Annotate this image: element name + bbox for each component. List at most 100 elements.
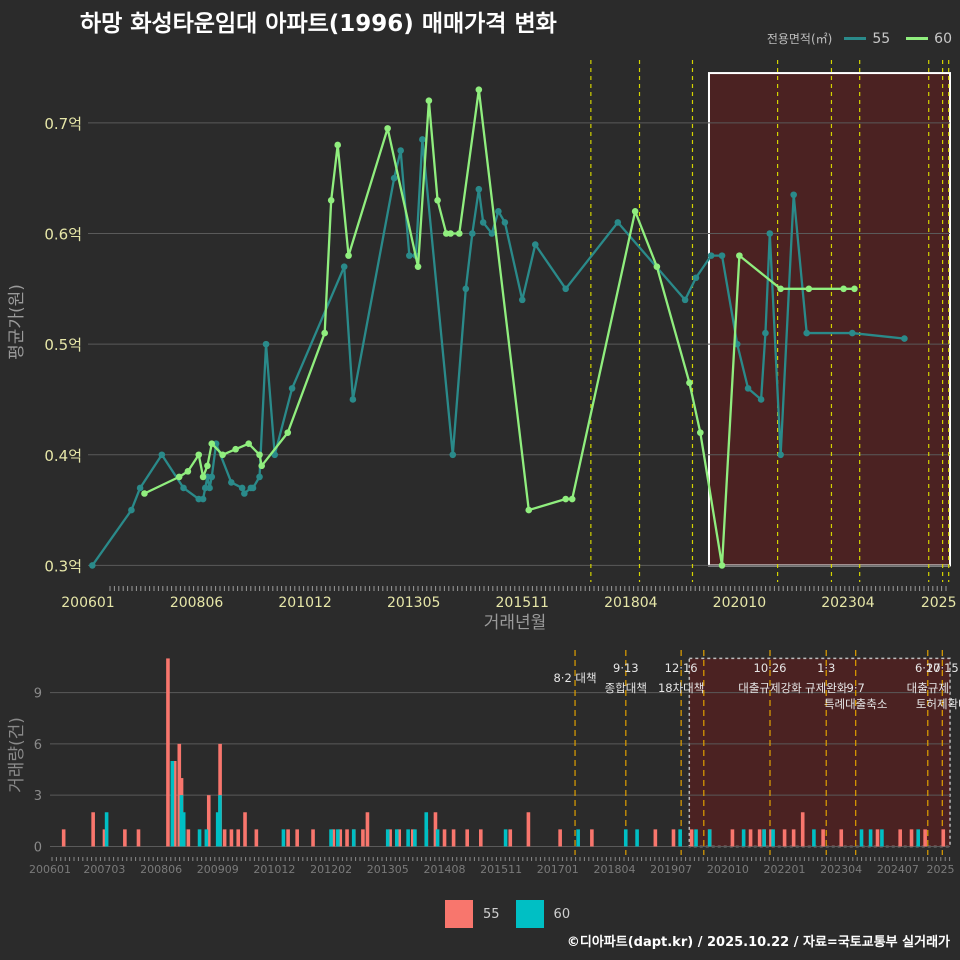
bar-xtick-label: 2025 [927, 863, 955, 876]
bar-55 [653, 829, 658, 847]
line-point-55 [692, 274, 700, 282]
line-xtick-label: 2025 [921, 595, 957, 611]
bar-60 [812, 829, 816, 847]
bar-55 [397, 829, 401, 847]
legend-label-55: 55 [872, 30, 891, 47]
bar-60 [179, 795, 184, 847]
chart-title: 하망 화성타운임대 아파트(1996) 매매가격 변화 [80, 11, 557, 37]
line-point-60 [697, 429, 704, 436]
bar-55 [229, 829, 234, 847]
bar-xtick-label: 201907 [650, 863, 692, 876]
bar-xtick-label: 202010 [707, 863, 749, 876]
bar-60 [394, 829, 399, 847]
bar-55 [388, 829, 392, 847]
line-point-55 [501, 219, 509, 226]
bar-55 [286, 829, 290, 847]
bar-55 [508, 829, 513, 847]
bar-55 [442, 829, 447, 847]
bar-ytick-label: 3 [34, 789, 42, 804]
line-point-60 [219, 451, 226, 459]
line-point-60 [327, 196, 335, 204]
bar-60 [204, 829, 209, 847]
line-point-60 [425, 97, 433, 105]
line-point-60 [384, 125, 391, 132]
bar-policy-annotation: 대출규제강화 [738, 681, 802, 695]
line-point-55 [518, 296, 526, 304]
line-point-55 [488, 230, 496, 237]
bar-55 [800, 812, 805, 847]
bar-60 [424, 812, 429, 847]
bar-55 [478, 829, 483, 847]
line-point-55 [238, 484, 246, 492]
line-point-55 [469, 230, 476, 237]
bar-xtick-label: 201012 [253, 863, 295, 876]
bar-policy-annotation: 6·27 [915, 661, 941, 675]
line-point-55 [777, 451, 784, 459]
bar-60 [406, 829, 410, 847]
bar-60 [678, 829, 682, 847]
line-xtick-label: 200806 [170, 595, 224, 611]
bar-60 [868, 829, 873, 847]
line-point-55 [762, 329, 769, 337]
line-point-55 [89, 562, 96, 569]
bar-60 [215, 812, 220, 847]
line-point-60 [175, 473, 183, 481]
bar-55 [558, 829, 562, 847]
line-xtick-label: 201012 [278, 595, 331, 611]
line-point-60 [321, 329, 328, 337]
bar-55 [875, 829, 880, 847]
bar-55 [451, 829, 456, 847]
bar-xtick-label: 201701 [537, 863, 579, 876]
line-point-55 [479, 219, 487, 226]
line-point-60 [475, 86, 483, 93]
line-point-55 [349, 396, 357, 403]
bar-55 [236, 829, 241, 847]
legend-bottom: 55 60 [445, 900, 570, 928]
bar-60 [170, 760, 175, 847]
line-point-60 [525, 506, 533, 514]
bar-60 [880, 829, 884, 847]
line-point-60 [258, 462, 266, 470]
bar-55 [671, 829, 676, 847]
line-point-55 [241, 490, 248, 497]
bar-55 [923, 829, 927, 847]
bar-55 [365, 812, 370, 847]
bar-60 [281, 829, 286, 847]
line-point-60 [840, 285, 847, 293]
bar-xtick-label: 201202 [310, 863, 352, 876]
line-point-60 [232, 445, 239, 453]
bar-55 [433, 812, 438, 847]
bar-55 [839, 829, 844, 847]
bar-60 [413, 829, 417, 847]
bar-55 [465, 829, 469, 847]
bar-xtick-label: 202201 [764, 863, 806, 876]
bar-xtick-label: 200703 [83, 863, 125, 876]
bar-55 [689, 829, 694, 847]
bar-55 [172, 760, 177, 847]
line-point-55 [228, 479, 235, 486]
bar-xtick-label: 201408 [423, 863, 465, 876]
bar-55 [186, 829, 191, 847]
bar-55 [730, 829, 735, 847]
bar-ytick-label: 6 [34, 738, 42, 753]
bar-55 [941, 829, 946, 847]
line-point-55 [681, 296, 689, 304]
line-point-55 [449, 451, 457, 459]
bar-60 [771, 829, 775, 847]
line-point-55 [208, 473, 216, 481]
line-point-60 [141, 490, 148, 497]
bar-55 [821, 829, 825, 847]
line-point-55 [803, 329, 810, 337]
bar-xtick-label: 200806 [140, 863, 182, 876]
bar-xtick-label: 201804 [593, 863, 635, 876]
bar-policy-annotation: 12·16 [665, 661, 698, 675]
bar-60 [707, 829, 712, 847]
line-point-55 [180, 484, 187, 492]
line-point-60 [334, 141, 341, 149]
bar-60 [336, 829, 340, 847]
line-point-55 [340, 263, 348, 270]
line-point-60 [631, 208, 639, 215]
line-point-55 [262, 340, 270, 348]
bar-55 [909, 829, 914, 847]
line-point-55 [790, 191, 797, 199]
